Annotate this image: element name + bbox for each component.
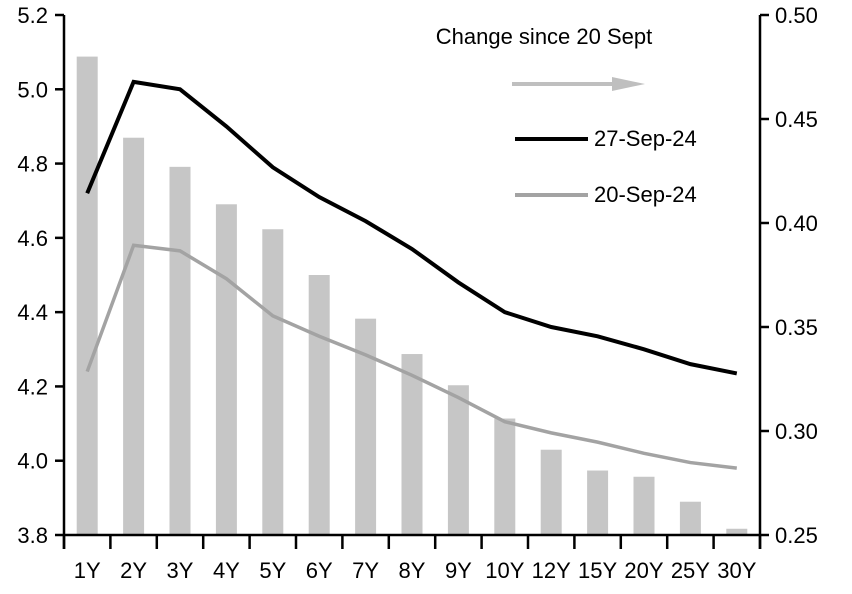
left-tick-label: 4.0 [17,449,48,474]
bar-8Y [401,354,423,535]
x-tick-label-8Y: 8Y [399,558,426,583]
bars-change-since-20-sept [76,56,748,536]
x-tick-label-15Y: 15Y [578,558,617,583]
right-tick-label: 0.35 [775,315,818,340]
bar-15Y [587,470,609,535]
line-27-sep-24 [85,79,738,376]
legend-title: Change since 20 Sept [435,24,653,49]
right-tick-label: 0.50 [775,3,818,28]
left-tick-label: 3.8 [17,523,48,548]
x-tick-label-6Y: 6Y [306,558,333,583]
x-tick-label-10Y: 10Y [485,558,524,583]
bar-25Y [679,501,701,535]
left-tick-label: 5.0 [17,77,48,102]
x-tick-label-25Y: 25Y [671,558,710,583]
left-tick-label: 5.2 [17,3,48,28]
right-tick-label: 0.25 [775,523,818,548]
x-tick-label-3Y: 3Y [167,558,194,583]
bar-4Y [215,204,237,535]
left-tick-label: 4.6 [17,226,48,251]
legend-item-20-sep: 20-Sep-24 [515,182,697,208]
right-tick-label: 0.30 [775,419,818,444]
x-tick-label-12Y: 12Y [532,558,571,583]
x-tick-label-30Y: 30Y [717,558,756,583]
x-tick-label-7Y: 7Y [352,558,379,583]
bar-9Y [447,385,469,535]
bar-7Y [355,318,377,535]
bar-3Y [169,166,191,535]
legend-label-27-sep: 27-Sep-24 [594,126,697,151]
line-20-sep-24 [85,243,738,470]
series-line [85,79,738,376]
left-tick-label: 4.2 [17,374,48,399]
right-axis-ticks-labels: 0.50 0.45 0.40 0.35 0.30 0.25 [760,3,818,548]
x-tick-label-5Y: 5Y [259,558,286,583]
legend-label-20-sep: 20-Sep-24 [594,182,697,207]
bar-5Y [262,229,284,536]
right-tick-label: 0.45 [775,107,818,132]
bar-10Y [494,418,516,535]
line-swatch-20-sep [515,193,588,197]
line-swatch-27-sep [515,137,588,141]
x-axis-ticks-labels: 1Y 2Y 3Y 4Y 5Y 6Y 7Y 8Y 9Y 10Y 12Y 15Y 20Y 25Y 30Y [62,535,762,583]
x-tick-label-1Y: 1Y [74,558,101,583]
x-tick-label-4Y: 4Y [213,558,240,583]
bar-6Y [308,275,330,535]
bar-12Y [540,449,562,535]
left-tick-label: 4.4 [17,300,48,325]
bar-1Y [76,56,98,535]
x-tick-label-9Y: 9Y [445,558,472,583]
bar-30Y [726,528,748,535]
series-line [85,243,738,470]
change-arrow-icon [512,77,645,91]
x-tick-label-20Y: 20Y [624,558,663,583]
left-tick-label: 4.8 [17,152,48,177]
x-tick-label-2Y: 2Y [120,558,147,583]
bar-20Y [633,476,655,535]
right-tick-label: 0.40 [775,211,818,236]
legend-item-27-sep: 27-Sep-24 [515,126,697,152]
bar-2Y [123,137,145,535]
left-axis-ticks-labels: 5.2 5.0 4.8 4.6 4.4 4.2 4.0 3.8 [17,3,64,548]
